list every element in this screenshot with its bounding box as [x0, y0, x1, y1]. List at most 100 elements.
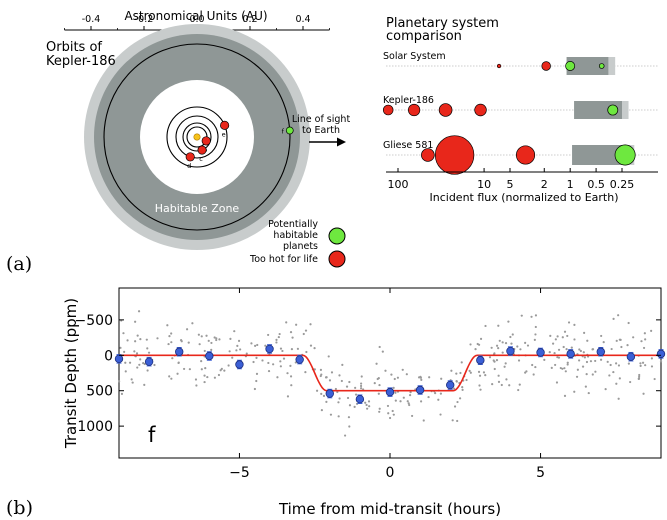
system-row: Gliese 581	[383, 135, 658, 175]
legend-habitable-marker	[328, 227, 346, 245]
raw-point	[609, 363, 612, 367]
raw-point	[411, 414, 414, 418]
panel-label-a: (a)	[6, 253, 32, 275]
raw-point	[509, 335, 512, 339]
transit-y-tick-label: 0	[104, 348, 113, 364]
raw-point	[319, 368, 323, 371]
raw-point	[354, 386, 357, 389]
raw-point	[348, 380, 351, 384]
raw-point	[516, 345, 519, 348]
planet-letter-annotation: f	[148, 423, 156, 447]
binned-point	[205, 351, 214, 361]
raw-point	[503, 365, 506, 368]
raw-point	[554, 363, 557, 367]
raw-point	[291, 336, 294, 339]
raw-point	[478, 343, 481, 346]
raw-point	[255, 379, 258, 383]
raw-point	[281, 349, 284, 353]
system-row: Kepler-186	[382, 95, 658, 119]
binned-point	[355, 395, 365, 404]
raw-point	[285, 321, 288, 324]
raw-point	[576, 368, 579, 371]
raw-point	[531, 363, 534, 367]
raw-point	[131, 381, 134, 384]
binned-point	[656, 349, 666, 359]
planet-d-marker	[185, 152, 195, 162]
raw-point	[641, 361, 645, 364]
raw-point	[252, 360, 255, 364]
raw-point	[267, 333, 270, 337]
raw-point	[553, 351, 556, 355]
raw-point	[330, 371, 334, 374]
raw-point	[517, 359, 521, 362]
raw-point	[604, 388, 607, 391]
orbit-x-tick-label: 0.4	[295, 14, 310, 25]
raw-point	[497, 374, 500, 377]
raw-point	[608, 374, 611, 377]
raw-point	[549, 334, 552, 337]
system-name: Gliese 581	[383, 140, 433, 151]
raw-point	[493, 367, 496, 371]
raw-point	[591, 348, 595, 351]
raw-point	[478, 384, 481, 387]
raw-point	[587, 391, 590, 395]
raw-point	[565, 348, 568, 351]
binned-point	[144, 357, 154, 366]
raw-point	[563, 367, 566, 370]
hz-conservative-band	[572, 145, 627, 165]
raw-point	[393, 377, 396, 381]
raw-point	[145, 338, 148, 341]
raw-point	[505, 378, 508, 381]
raw-point	[600, 334, 603, 338]
raw-point	[220, 367, 223, 370]
raw-point	[500, 383, 503, 387]
system-planet-marker	[408, 103, 421, 117]
raw-point	[534, 365, 537, 369]
raw-point	[197, 333, 200, 336]
transit-y-tick-label: −500	[75, 313, 113, 329]
raw-point	[508, 384, 511, 387]
raw-point	[153, 363, 156, 367]
raw-point	[118, 380, 121, 383]
raw-point	[228, 350, 231, 353]
raw-point	[612, 370, 615, 374]
panel-label-b: (b)	[6, 497, 33, 519]
raw-point	[360, 375, 363, 378]
raw-point	[200, 360, 203, 363]
raw-point	[143, 383, 146, 386]
raw-point	[492, 359, 495, 362]
raw-point	[498, 339, 501, 342]
raw-point	[295, 323, 298, 326]
raw-point	[392, 386, 395, 389]
system-planet-marker	[541, 61, 551, 71]
raw-point	[563, 330, 567, 333]
line-of-sight	[309, 137, 346, 147]
raw-point	[495, 359, 499, 362]
raw-point	[167, 342, 170, 346]
raw-point	[338, 374, 341, 377]
raw-point	[520, 314, 523, 317]
raw-point	[570, 346, 573, 349]
raw-point	[171, 357, 174, 360]
raw-point	[146, 347, 149, 350]
system-name: Solar System	[383, 51, 446, 62]
raw-point	[309, 323, 312, 326]
raw-point	[185, 328, 189, 331]
raw-point	[644, 364, 647, 367]
raw-point	[556, 335, 559, 338]
raw-point	[289, 375, 293, 378]
raw-point	[122, 332, 125, 335]
system-planet-marker	[598, 63, 605, 69]
raw-point	[618, 338, 621, 341]
raw-point	[139, 358, 142, 361]
raw-point	[617, 397, 620, 400]
raw-point	[139, 338, 142, 341]
raw-point	[409, 391, 412, 394]
binned-point	[325, 389, 334, 398]
orbit-x-tick-label: -0.4	[82, 14, 101, 25]
comparison-x-tick-label: 2	[541, 178, 548, 191]
transit-x-tick-label: −5	[229, 465, 250, 481]
raw-point	[237, 339, 241, 343]
binned-point	[295, 355, 304, 364]
raw-point	[123, 350, 126, 353]
